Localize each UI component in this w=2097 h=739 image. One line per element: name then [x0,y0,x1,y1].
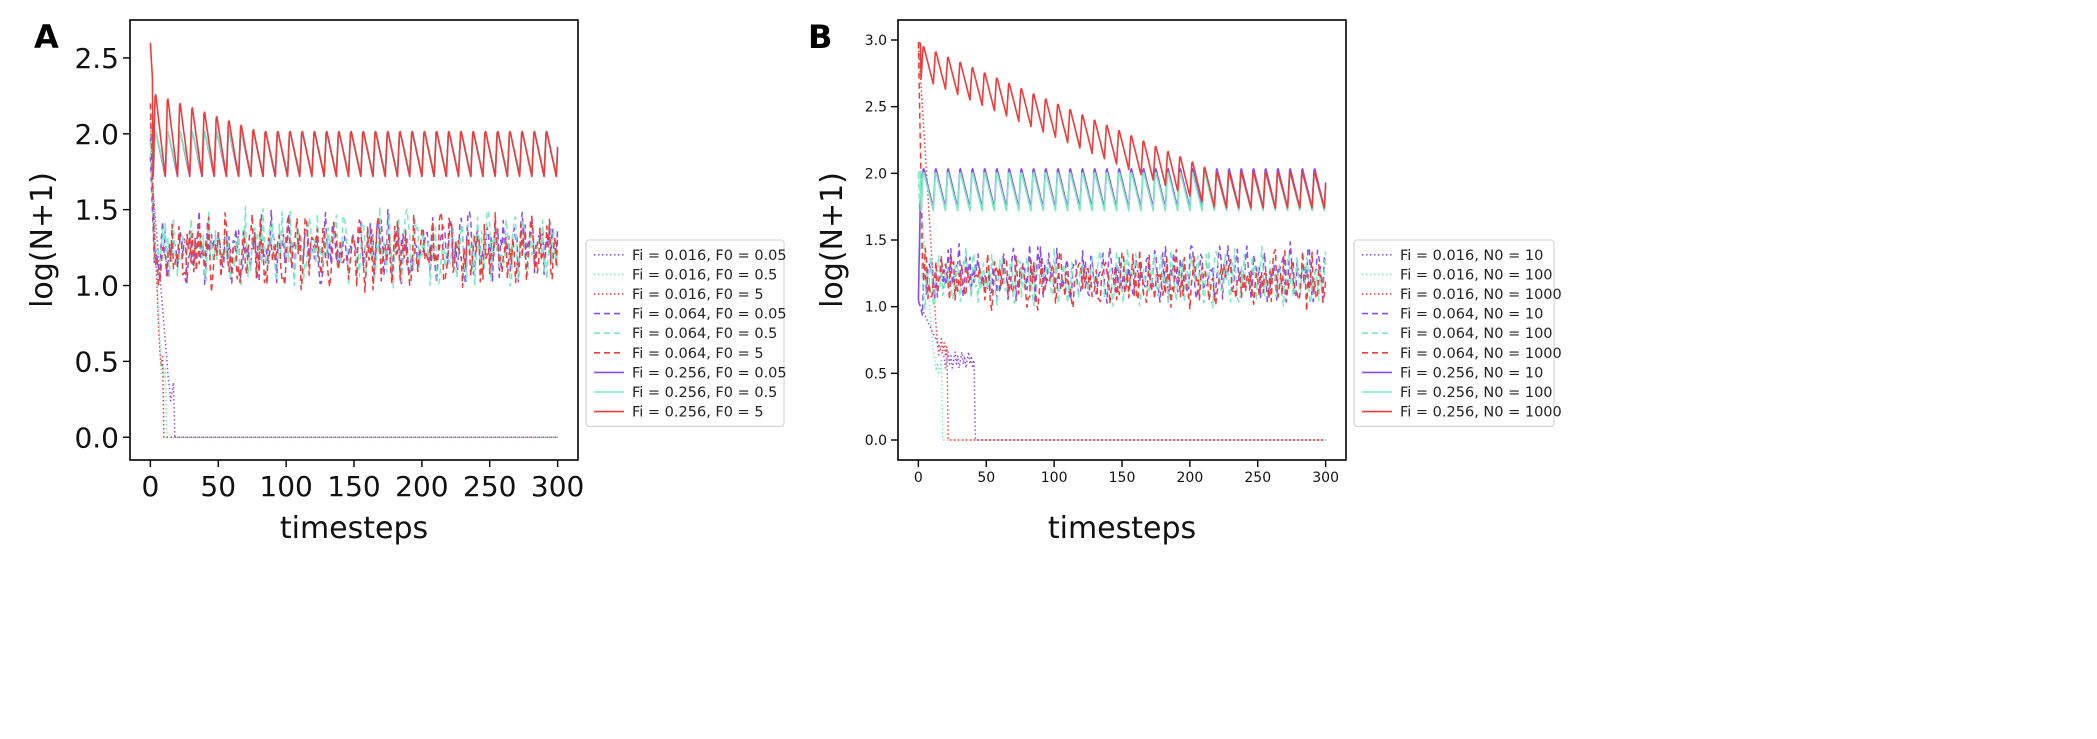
y-tick-label: 3.0 [865,33,887,49]
legend-box [1353,239,1555,427]
legend: Fi = 0.016, N0 = 10 Fi = 0.016, N0 = 100 F… [1353,239,1562,427]
y-axis-label: log(N+1) [815,172,850,308]
legend-entry: Fi = 0.016, N0 = 10 [1400,248,1543,264]
legend-entry: Fi = 0.256, N0 = 10 [1400,365,1543,381]
y-tick-label: 1.5 [865,233,887,249]
x-tick-label: 200 [1177,470,1204,486]
series-line-5 [149,141,559,289]
series-line-2 [149,148,558,438]
legend-entry: Fi = 0.256, N0 = 1000 [1400,405,1562,421]
legend-entry: Fi = 0.064, N0 = 10 [1400,307,1543,323]
x-tick-label: 100 [1041,470,1068,486]
series-line-9 [149,42,559,178]
legend-entry: Fi = 0.256, F0 = 0.5 [632,385,777,401]
series-line-4 [149,156,559,287]
legend-entry: Fi = 0.016, N0 = 100 [1400,267,1553,283]
legend-entry: Fi = 0.016, N0 = 1000 [1400,287,1562,303]
y-tick-label: 1.0 [74,270,119,303]
series-line-1 [917,301,1326,441]
legend-entry: Fi = 0.064, F0 = 5 [632,346,764,362]
x-tick-label: 250 [463,470,516,503]
legend-box [585,239,785,427]
series-line-1 [149,156,558,438]
chart-panel-b: B 0 50 100 150 200 250 300 0.0 0.5 1.0 1.5 2.0 2.5 3.0… [808,18,1562,546]
legend-entry: Fi = 0.256, F0 = 0.05 [632,365,787,381]
series-line-3 [917,42,1326,441]
x-tick-label: 50 [200,470,236,503]
y-tick-label: 2.0 [865,166,887,182]
y-tick-label: 2.5 [74,42,119,75]
panel-label: A [34,18,59,56]
plot-frame [897,19,1347,461]
x-tick-label: 300 [1312,470,1339,486]
y-tick-label: 1.5 [74,194,119,227]
y-tick-label: 2.0 [74,118,119,151]
x-tick-label: 0 [141,470,159,503]
y-axis-label: log(N+1) [25,172,60,308]
y-tick-label: 0.5 [74,345,119,378]
legend: Fi = 0.016, F0 = 0.05 Fi = 0.016, F0 = 0.… [585,239,787,427]
x-axis-label: timesteps [1048,511,1196,546]
x-axis-label: timesteps [280,511,428,546]
chart-panel-a: A 0 50 100 150 200 250 300 0.0 0.5 1.0 1.5 2.0 2.5 tim… [25,18,787,546]
series-group [149,42,559,438]
series-line-6 [917,42,1327,312]
y-tick-label: 0.0 [865,433,887,449]
y-tick-label: 0.0 [74,421,119,454]
legend-entry: Fi = 0.016, F0 = 0.05 [632,248,787,264]
legend-entry: Fi = 0.064, N0 = 1000 [1400,346,1562,362]
x-tick-label: 100 [259,470,312,503]
legend-entry: Fi = 0.064, F0 = 0.5 [632,326,777,342]
legend-entry: Fi = 0.256, N0 = 100 [1400,385,1553,401]
y-tick-label: 1.0 [865,300,887,316]
legend-entry: Fi = 0.256, F0 = 5 [632,405,764,421]
x-tick-label: 200 [395,470,448,503]
series-group [917,41,1327,441]
legend-entry: Fi = 0.064, N0 = 100 [1400,326,1553,342]
panel-label: B [808,18,832,56]
series-line-6 [149,103,559,294]
y-tick-label: 2.5 [865,100,887,116]
x-tick-label: 150 [1109,470,1136,486]
legend-entry: Fi = 0.016, F0 = 5 [632,287,764,303]
legend-entry: Fi = 0.016, F0 = 0.5 [632,267,777,283]
series-line-9 [918,41,1327,209]
x-tick-label: 0 [914,470,923,486]
y-tick-label: 0.5 [865,366,887,382]
x-tick-label: 300 [531,470,584,503]
x-tick-label: 150 [327,470,380,503]
series-line-2 [917,173,1326,441]
legend-entry: Fi = 0.064, F0 = 0.05 [632,307,787,323]
x-tick-label: 250 [1244,470,1271,486]
x-tick-label: 50 [977,470,995,486]
